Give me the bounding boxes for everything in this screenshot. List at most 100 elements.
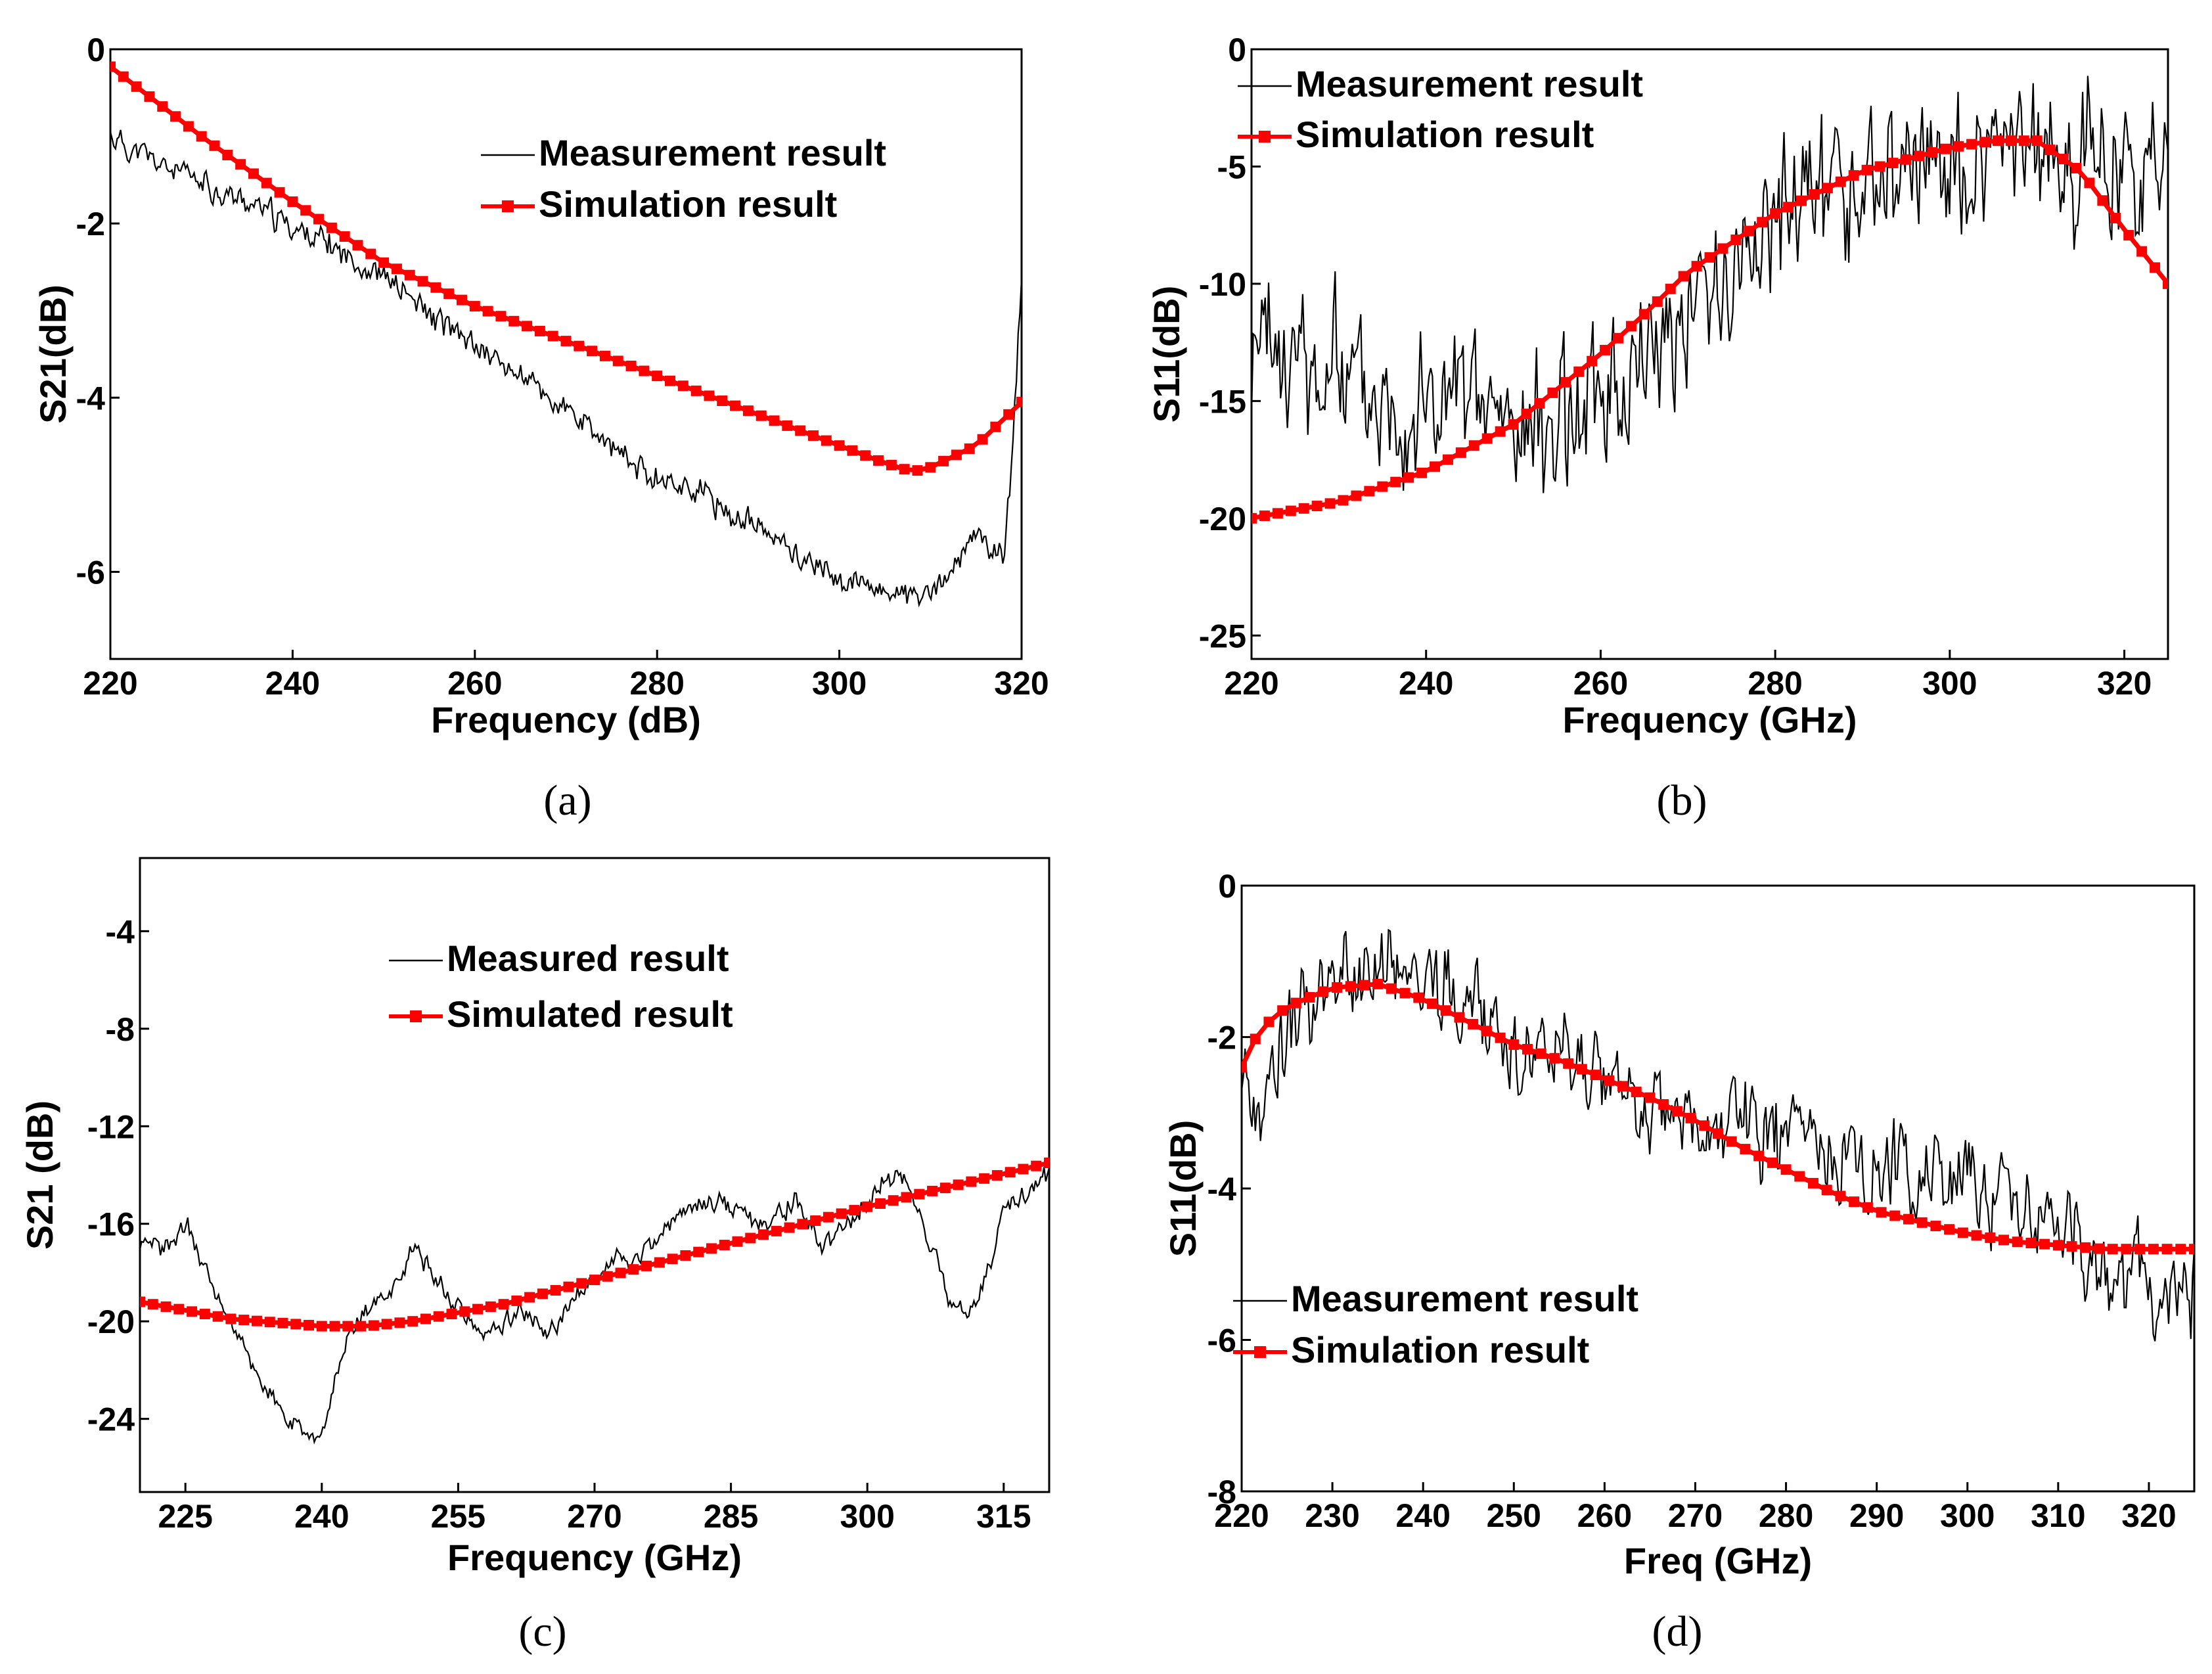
data-point bbox=[2058, 154, 2069, 165]
data-point bbox=[1590, 1070, 1601, 1081]
data-point bbox=[2071, 162, 2082, 173]
data-point bbox=[1440, 1005, 1451, 1016]
data-point bbox=[251, 1315, 262, 1326]
data-point bbox=[1998, 1234, 2009, 1246]
chart-panel-d: 220 230 240 250 260 270 280 290 300 310 320 0 -2 -4 -6… bbox=[1162, 868, 2196, 1656]
data-point bbox=[576, 1278, 587, 1289]
data-point bbox=[187, 1306, 198, 1317]
y-tick-label: -6 bbox=[76, 554, 105, 591]
y-axis-label: S21(dB) bbox=[32, 284, 74, 424]
data-point bbox=[443, 288, 455, 300]
plot-area bbox=[1242, 928, 2194, 1342]
data-point bbox=[277, 1317, 288, 1328]
data-point bbox=[693, 1246, 704, 1257]
data-point bbox=[433, 1311, 444, 1322]
x-tick-label: 220 bbox=[1214, 1497, 1269, 1534]
data-point bbox=[886, 459, 897, 470]
data-point bbox=[1576, 1064, 1587, 1075]
data-point bbox=[173, 1303, 185, 1315]
data-point bbox=[2136, 246, 2148, 257]
data-point bbox=[222, 149, 233, 160]
data-point bbox=[1364, 486, 1375, 497]
data-point bbox=[313, 214, 325, 225]
data-point bbox=[1767, 1157, 1778, 1168]
y-axis-label: S11(dB) bbox=[1146, 286, 1187, 423]
data-point bbox=[717, 396, 728, 407]
x-tick-label: 260 bbox=[1577, 1497, 1632, 1534]
data-point bbox=[1250, 1033, 1261, 1045]
data-point bbox=[1403, 472, 1414, 483]
data-point bbox=[365, 248, 376, 260]
y-tick-label: -6 bbox=[1208, 1323, 1236, 1359]
data-point bbox=[456, 294, 467, 305]
data-point bbox=[1862, 1202, 1873, 1213]
data-point bbox=[1966, 139, 1977, 150]
data-point bbox=[1285, 505, 1296, 516]
data-point bbox=[939, 1183, 951, 1194]
data-point bbox=[602, 1271, 613, 1282]
plot-frame bbox=[109, 48, 1023, 660]
data-point bbox=[1730, 235, 1742, 245]
data-point bbox=[110, 61, 116, 72]
data-point bbox=[212, 1311, 223, 1322]
data-point bbox=[1359, 980, 1370, 991]
series-line-measured bbox=[1252, 76, 2168, 493]
data-point bbox=[1644, 1092, 1656, 1103]
data-point bbox=[2066, 1241, 2077, 1252]
data-point bbox=[522, 321, 533, 332]
legend-label: Simulation result bbox=[1291, 1329, 1589, 1370]
y-tick-label: -16 bbox=[87, 1206, 135, 1243]
y-tick-label: -4 bbox=[76, 380, 106, 417]
data-point bbox=[394, 1317, 405, 1328]
data-point bbox=[1849, 1196, 1860, 1208]
data-point bbox=[1848, 170, 1859, 181]
series-line-simulated bbox=[140, 1160, 1049, 1329]
y-axis-label: S11(dB) bbox=[1162, 1120, 1204, 1257]
data-point bbox=[274, 187, 285, 198]
data-point bbox=[534, 325, 545, 336]
data-point bbox=[1416, 467, 1428, 478]
data-point bbox=[1685, 1112, 1696, 1123]
data-point bbox=[2107, 1244, 2118, 1255]
data-point bbox=[639, 365, 650, 376]
chart-panel-b: 220 240 260 280 300 320 0 -5 -10 -15 -20 -25 Frequen… bbox=[1146, 32, 2169, 825]
data-point bbox=[304, 1320, 315, 1331]
data-point bbox=[1901, 154, 1912, 165]
data-point bbox=[342, 1321, 353, 1332]
data-point bbox=[1979, 137, 1990, 148]
data-point bbox=[847, 445, 858, 456]
data-point bbox=[2097, 195, 2108, 206]
data-point bbox=[1953, 141, 1964, 152]
data-point bbox=[1613, 332, 1623, 344]
data-point bbox=[1495, 426, 1506, 437]
data-point bbox=[1914, 150, 1925, 162]
x-tick-label: 290 bbox=[1849, 1497, 1904, 1534]
y-tick-label: 0 bbox=[1218, 868, 1236, 905]
data-point bbox=[140, 1296, 145, 1307]
data-point bbox=[459, 1306, 470, 1317]
x-axis-label: Freq (GHz) bbox=[1624, 1540, 1812, 1581]
data-point bbox=[378, 257, 390, 268]
data-point bbox=[1563, 1058, 1574, 1069]
data-point bbox=[511, 1295, 522, 1306]
series-line-measured bbox=[110, 129, 1022, 608]
y-tick-label: -15 bbox=[1199, 383, 1246, 420]
data-point bbox=[667, 1254, 678, 1265]
data-point bbox=[287, 196, 298, 207]
data-point bbox=[261, 177, 272, 189]
data-point bbox=[912, 465, 923, 476]
data-point bbox=[238, 1315, 250, 1326]
data-point bbox=[1704, 252, 1715, 263]
y-tick-label: 0 bbox=[87, 32, 105, 68]
data-point bbox=[160, 1301, 171, 1312]
data-point bbox=[495, 311, 507, 322]
data-point bbox=[2084, 177, 2095, 189]
data-point bbox=[1468, 1018, 1479, 1029]
x-tick-label: 300 bbox=[1922, 665, 1977, 702]
data-point bbox=[1372, 978, 1384, 989]
plot-area bbox=[140, 1157, 1049, 1445]
data-point bbox=[1242, 1062, 1247, 1073]
data-point bbox=[795, 425, 806, 436]
data-point bbox=[914, 1188, 925, 1200]
